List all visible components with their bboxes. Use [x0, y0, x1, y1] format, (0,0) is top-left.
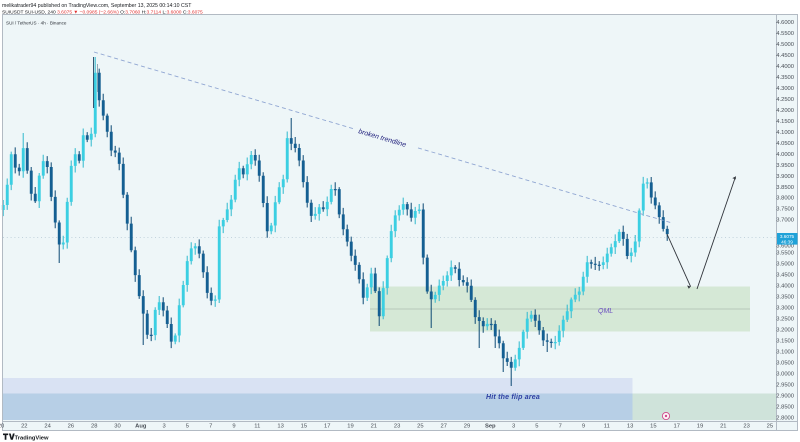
svg-text:30: 30	[114, 424, 120, 430]
svg-text:3.2000: 3.2000	[776, 328, 794, 334]
svg-text:4.0500: 4.0500	[776, 141, 794, 147]
svg-text:21: 21	[720, 424, 726, 430]
svg-text:SUIUSDT SUI-USD, 240 3.6075 ▼: SUIUSDT SUI-USD, 240 3.6075 ▼ −0.0985 (−…	[2, 10, 203, 16]
svg-text:4.5500: 4.5500	[776, 31, 794, 37]
svg-text:3.8500: 3.8500	[776, 185, 794, 191]
svg-text:26: 26	[68, 424, 74, 430]
svg-text:melikatrader94 published on Tr: melikatrader94 published on TradingView.…	[2, 3, 192, 9]
svg-text:4.2500: 4.2500	[776, 97, 794, 103]
svg-text:15: 15	[301, 424, 307, 430]
svg-text:4.1500: 4.1500	[776, 119, 794, 125]
svg-text:27: 27	[440, 424, 446, 430]
svg-text:3.0000: 3.0000	[776, 372, 794, 378]
svg-text:3.3500: 3.3500	[776, 295, 794, 301]
svg-text:3.7500: 3.7500	[776, 207, 794, 213]
svg-text:15: 15	[650, 424, 656, 430]
svg-text:17: 17	[673, 424, 679, 430]
svg-text:23: 23	[394, 424, 400, 430]
svg-text:7: 7	[559, 424, 562, 430]
svg-text:3.6075: 3.6075	[780, 234, 795, 239]
svg-text:2.9000: 2.9000	[776, 394, 794, 400]
svg-text:25: 25	[767, 424, 773, 430]
svg-text:20: 20	[0, 424, 4, 430]
svg-text:3.3000: 3.3000	[776, 306, 794, 312]
svg-text:5: 5	[535, 424, 538, 430]
svg-text:24: 24	[44, 424, 51, 430]
svg-text:3.1000: 3.1000	[776, 350, 794, 356]
svg-text:2.8500: 2.8500	[776, 405, 794, 411]
svg-text:17: 17	[324, 424, 330, 430]
svg-text:29: 29	[464, 424, 470, 430]
svg-text:11: 11	[254, 424, 260, 430]
svg-text:3.8000: 3.8000	[776, 196, 794, 202]
svg-text:9: 9	[232, 424, 235, 430]
svg-text:19: 19	[697, 424, 703, 430]
svg-text:13: 13	[277, 424, 283, 430]
svg-text:19: 19	[347, 424, 353, 430]
svg-text:Aug: Aug	[135, 424, 147, 430]
svg-text:4.3000: 4.3000	[776, 86, 794, 92]
svg-text:3.9500: 3.9500	[776, 163, 794, 169]
svg-text:5: 5	[186, 424, 189, 430]
svg-text:4.4500: 4.4500	[776, 53, 794, 59]
svg-text:3.4500: 3.4500	[776, 273, 794, 279]
svg-text:13: 13	[627, 424, 633, 430]
svg-text:46:39: 46:39	[781, 240, 793, 245]
svg-text:4.1000: 4.1000	[776, 130, 794, 136]
svg-text:3.5500: 3.5500	[776, 251, 794, 257]
svg-text:4.0000: 4.0000	[776, 152, 794, 158]
svg-text:TradingView: TradingView	[15, 436, 50, 442]
svg-text:2.9500: 2.9500	[776, 383, 794, 389]
svg-text:21: 21	[371, 424, 377, 430]
svg-text:4.3500: 4.3500	[776, 75, 794, 81]
svg-text:4.5000: 4.5000	[776, 42, 794, 48]
svg-text:QML: QML	[598, 308, 613, 315]
svg-text:SUI / TetherUS · 4h · Binance: SUI / TetherUS · 4h · Binance	[6, 21, 67, 26]
svg-text:7: 7	[209, 424, 212, 430]
svg-text:23: 23	[743, 424, 749, 430]
svg-text:11: 11	[604, 424, 610, 430]
svg-text:3.6000: 3.6000	[776, 243, 794, 249]
svg-text:4.6000: 4.6000	[776, 20, 794, 26]
svg-text:4.2000: 4.2000	[776, 108, 794, 114]
svg-text:28: 28	[91, 424, 97, 430]
svg-text:3.5000: 3.5000	[776, 262, 794, 268]
svg-text:3.2500: 3.2500	[776, 317, 794, 323]
svg-text:9: 9	[582, 424, 585, 430]
svg-text:3.0500: 3.0500	[776, 361, 794, 367]
svg-text:22: 22	[21, 424, 27, 430]
svg-text:3.4000: 3.4000	[776, 284, 794, 290]
svg-text:2.8000: 2.8000	[776, 416, 794, 422]
svg-text:3: 3	[512, 424, 515, 430]
svg-text:3.9000: 3.9000	[776, 174, 794, 180]
svg-text:Sep: Sep	[485, 424, 496, 430]
svg-text:3.1500: 3.1500	[776, 339, 794, 345]
svg-text:Hit the flip area: Hit the flip area	[486, 394, 540, 401]
svg-text:25: 25	[417, 424, 423, 430]
svg-text:3: 3	[162, 424, 165, 430]
svg-text:3.7000: 3.7000	[776, 218, 794, 224]
svg-text:4.4000: 4.4000	[776, 64, 794, 70]
